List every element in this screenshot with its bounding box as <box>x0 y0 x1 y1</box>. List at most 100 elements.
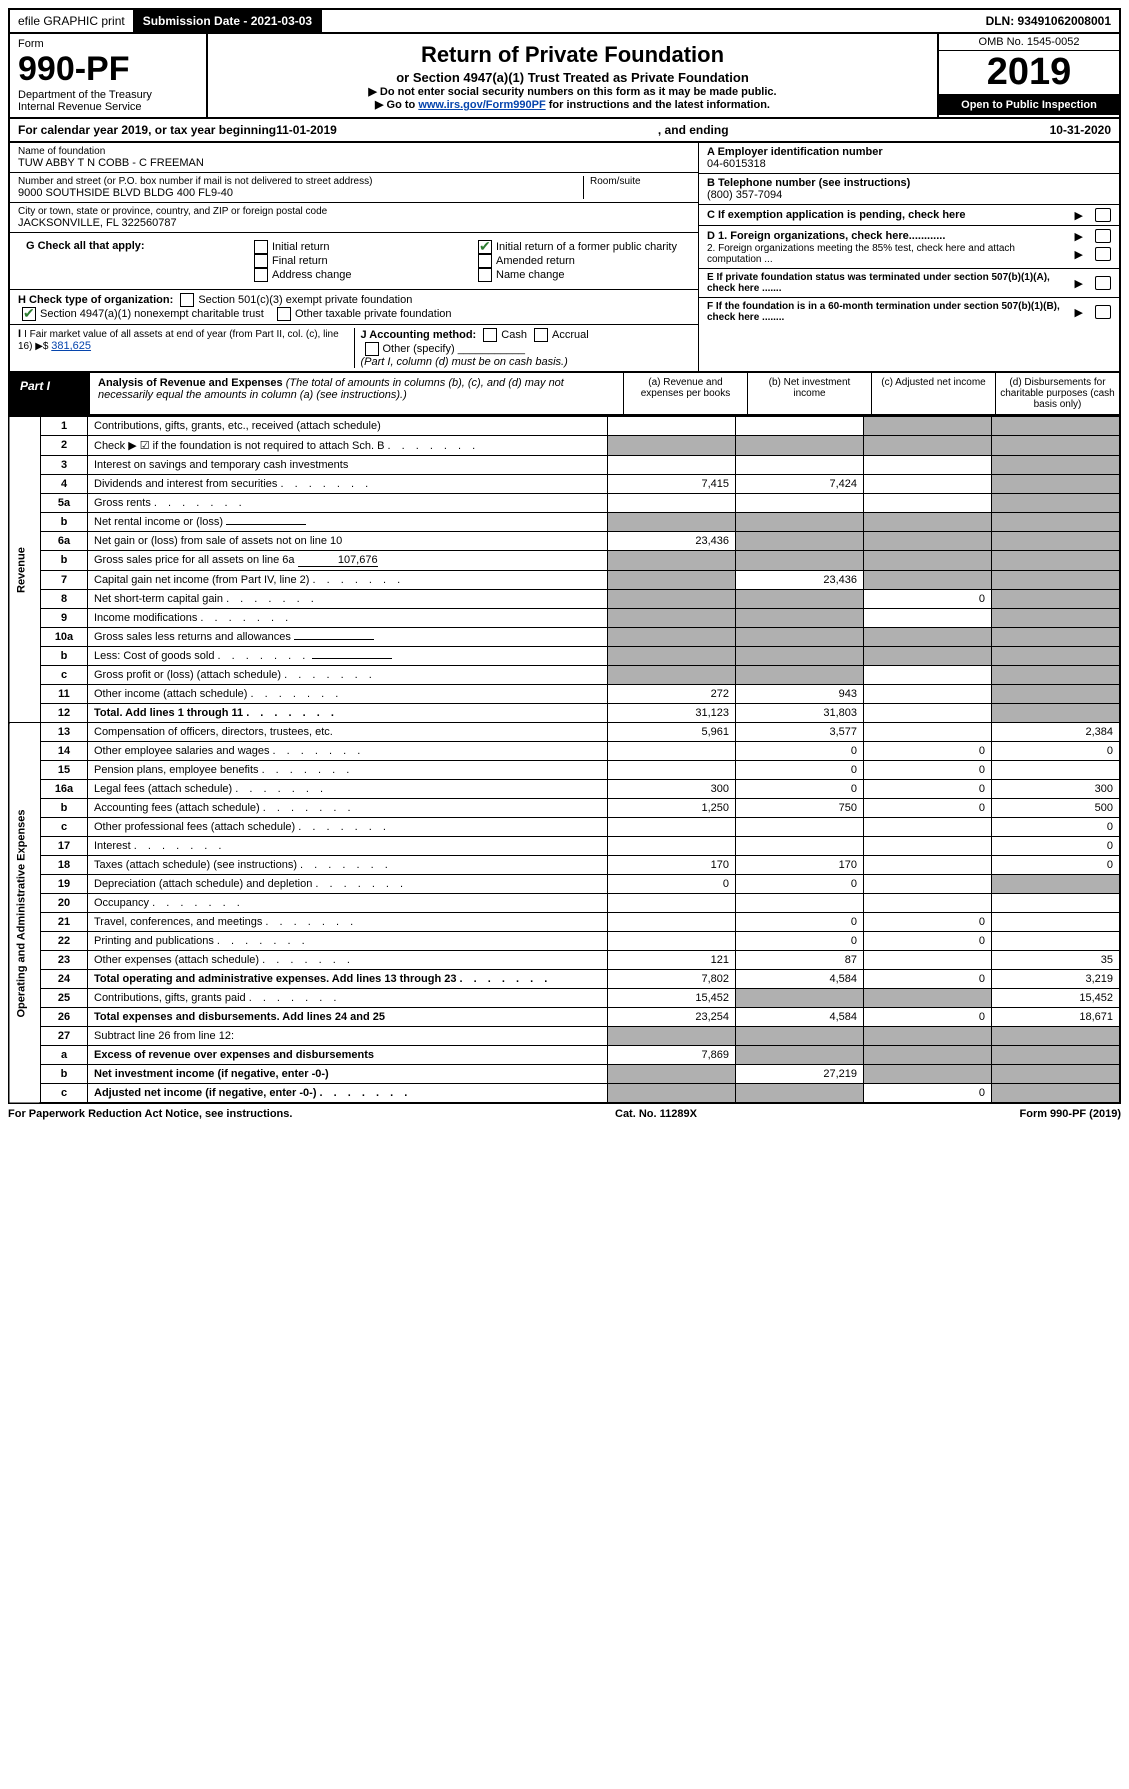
cell-shaded <box>864 532 992 551</box>
cell-value: 27,219 <box>736 1065 864 1084</box>
h-501c3-checkbox[interactable] <box>180 293 194 307</box>
cell-value: 300 <box>608 780 736 799</box>
f-checkbox[interactable] <box>1095 305 1111 319</box>
line-number: 11 <box>41 685 88 704</box>
table-row: Operating and Administrative Expenses13C… <box>9 723 1120 742</box>
table-row: 25Contributions, gifts, grants paid . . … <box>9 989 1120 1008</box>
line-number: 16a <box>41 780 88 799</box>
cell-value: 4,584 <box>736 970 864 989</box>
cell-value: 943 <box>736 685 864 704</box>
table-row: 15Pension plans, employee benefits . . .… <box>9 761 1120 780</box>
line-number: 27 <box>41 1027 88 1046</box>
cell-value: 35 <box>992 951 1121 970</box>
cell-shaded <box>992 417 1121 436</box>
cell-shaded <box>736 647 864 666</box>
form-word: Form <box>18 38 198 50</box>
cell-shaded <box>992 475 1121 494</box>
line-description: Subtract line 26 from line 12: <box>88 1027 608 1046</box>
name-change-checkbox[interactable] <box>478 268 492 282</box>
table-row: 26Total expenses and disbursements. Add … <box>9 1008 1120 1027</box>
line-number: 17 <box>41 837 88 856</box>
tax-year: 2019 <box>939 51 1119 95</box>
calendar-year-row: For calendar year 2019, or tax year begi… <box>8 119 1121 143</box>
table-row: 18Taxes (attach schedule) (see instructi… <box>9 856 1120 875</box>
cell-value: 0 <box>736 780 864 799</box>
line-description: Adjusted net income (if negative, enter … <box>88 1084 608 1104</box>
table-row: bLess: Cost of goods sold . . . . . . . <box>9 647 1120 666</box>
cell-value: 0 <box>864 742 992 761</box>
cell-value <box>736 818 864 837</box>
g-label: G Check all that apply: <box>26 240 145 252</box>
line-number: 25 <box>41 989 88 1008</box>
cell-shaded <box>608 647 736 666</box>
cell-shaded <box>992 1065 1121 1084</box>
line-number: 3 <box>41 456 88 475</box>
room-label: Room/suite <box>590 176 690 187</box>
revenue-side-label: Revenue <box>9 417 41 723</box>
initial-return-checkbox[interactable] <box>254 240 268 254</box>
table-row: 20Occupancy . . . . . . . <box>9 894 1120 913</box>
cell-value: 0 <box>736 761 864 780</box>
cell-shaded <box>608 513 736 532</box>
cell-shaded <box>736 1046 864 1065</box>
irs-link[interactable]: www.irs.gov/Form990PF <box>418 99 545 111</box>
table-row: cOther professional fees (attach schedul… <box>9 818 1120 837</box>
line-description: Pension plans, employee benefits . . . .… <box>88 761 608 780</box>
fmv-value[interactable]: 381,625 <box>51 340 91 352</box>
cell-value <box>864 875 992 894</box>
open-public: Open to Public Inspection <box>939 95 1119 115</box>
line-description: Net short-term capital gain . . . . . . … <box>88 590 608 609</box>
cell-shaded <box>864 989 992 1008</box>
h-4947-checkbox[interactable] <box>22 307 36 321</box>
form-ref: Form 990-PF (2019) <box>1020 1108 1121 1120</box>
cell-value: 0 <box>864 970 992 989</box>
line-number: 10a <box>41 628 88 647</box>
cell-value <box>736 894 864 913</box>
c-checkbox[interactable] <box>1095 208 1111 222</box>
cell-value: 7,424 <box>736 475 864 494</box>
cell-value <box>608 818 736 837</box>
cell-value: 31,123 <box>608 704 736 723</box>
cell-value: 7,802 <box>608 970 736 989</box>
foundation-name-label: Name of foundation <box>18 146 690 157</box>
cell-shaded <box>992 551 1121 571</box>
cell-shaded <box>992 875 1121 894</box>
line-description: Printing and publications . . . . . . . <box>88 932 608 951</box>
cell-shaded <box>992 609 1121 628</box>
d2-checkbox[interactable] <box>1095 247 1111 261</box>
line-number: 14 <box>41 742 88 761</box>
cell-value <box>608 932 736 951</box>
col-d-header: (d) Disbursements for charitable purpose… <box>996 373 1119 414</box>
line-description: Depreciation (attach schedule) and deple… <box>88 875 608 894</box>
cell-shaded <box>992 1027 1121 1046</box>
cell-shaded <box>736 1084 864 1104</box>
cell-value: 0 <box>864 1084 992 1104</box>
cell-value: 3,219 <box>992 970 1121 989</box>
line-description: Travel, conferences, and meetings . . . … <box>88 913 608 932</box>
cell-shaded <box>864 551 992 571</box>
tax-end: 10-31-2020 <box>1050 123 1111 137</box>
e-checkbox[interactable] <box>1095 276 1111 290</box>
cell-value: 0 <box>992 856 1121 875</box>
amended-return-checkbox[interactable] <box>478 254 492 268</box>
line-number: 4 <box>41 475 88 494</box>
dln: DLN: 93491062008001 <box>978 10 1119 32</box>
line-description: Other employee salaries and wages . . . … <box>88 742 608 761</box>
accrual-checkbox[interactable] <box>534 328 548 342</box>
cell-shaded <box>864 513 992 532</box>
address-change-checkbox[interactable] <box>254 268 268 282</box>
cell-shaded <box>864 1065 992 1084</box>
cash-checkbox[interactable] <box>483 328 497 342</box>
line-description: Contributions, gifts, grants paid . . . … <box>88 989 608 1008</box>
other-method-checkbox[interactable] <box>365 342 379 356</box>
cell-value <box>736 456 864 475</box>
cell-value: 0 <box>864 590 992 609</box>
cell-value: 272 <box>608 685 736 704</box>
cell-value <box>864 456 992 475</box>
cell-value <box>864 704 992 723</box>
initial-former-checkbox[interactable] <box>478 240 492 254</box>
cell-value: 1,250 <box>608 799 736 818</box>
final-return-checkbox[interactable] <box>254 254 268 268</box>
h-other-checkbox[interactable] <box>277 307 291 321</box>
d1-checkbox[interactable] <box>1095 229 1111 243</box>
